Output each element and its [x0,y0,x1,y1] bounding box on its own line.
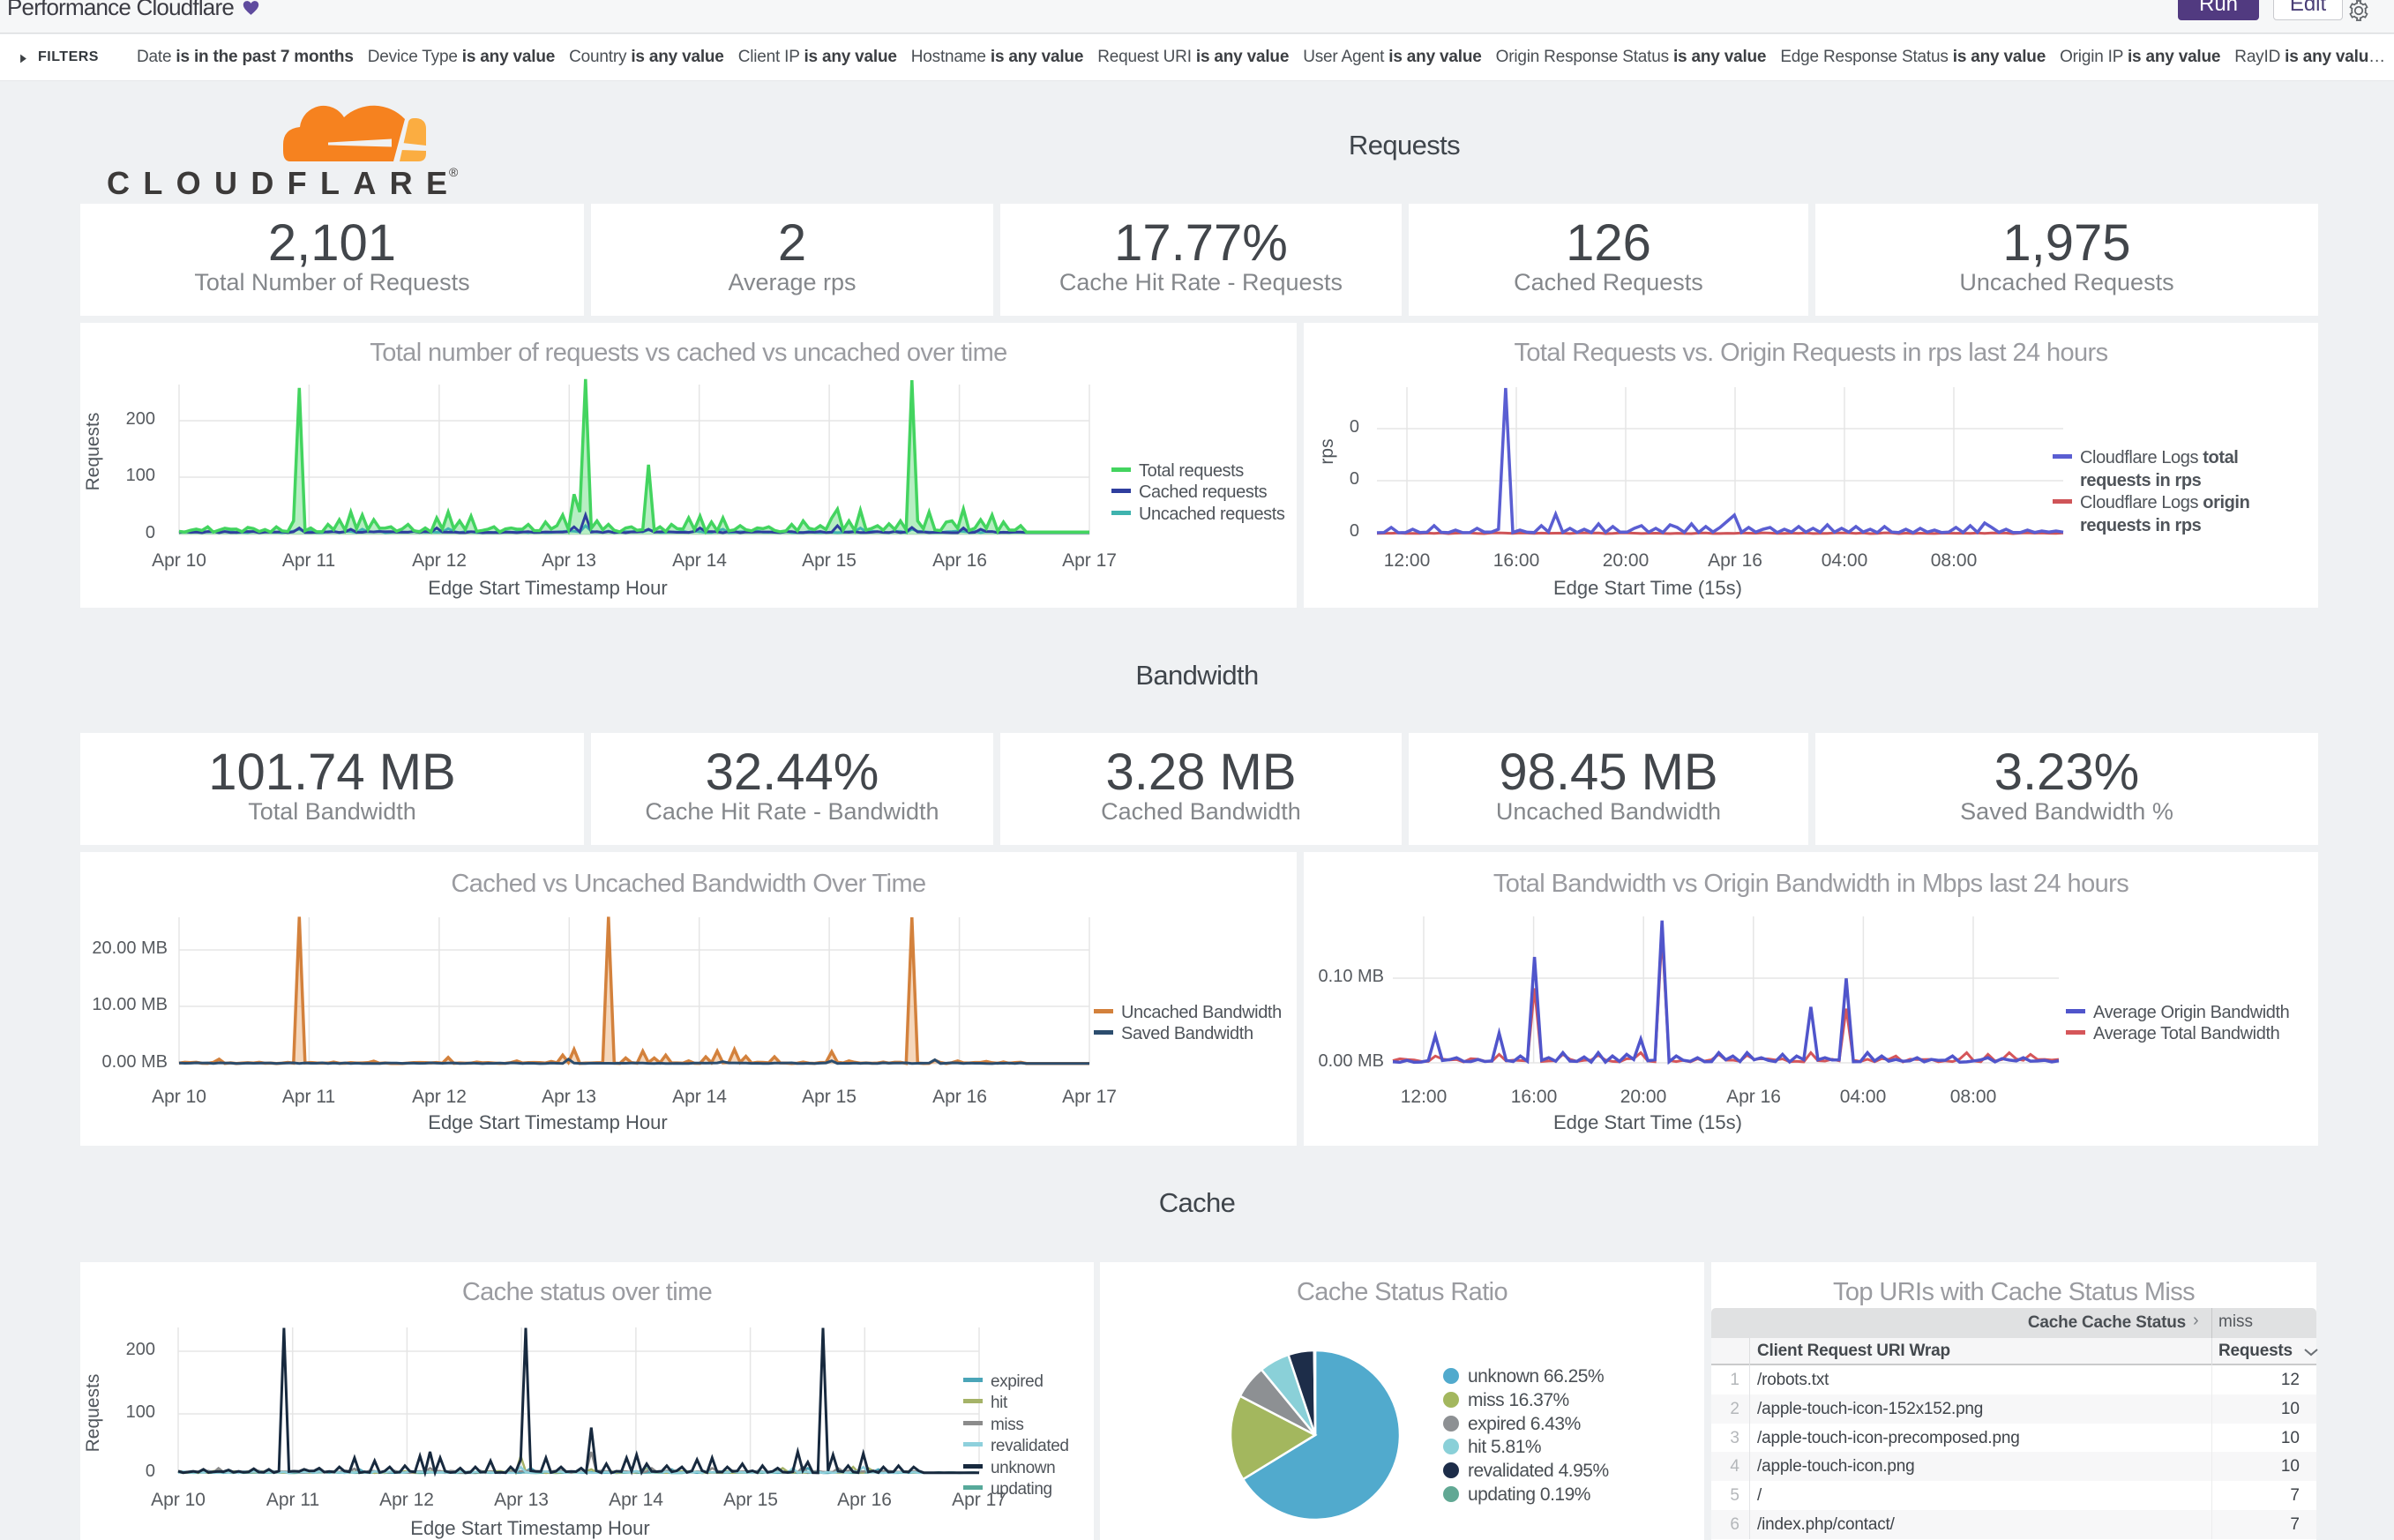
svg-text:®: ® [449,165,459,179]
svg-text:CLOUDFLARE: CLOUDFLARE [107,165,447,199]
